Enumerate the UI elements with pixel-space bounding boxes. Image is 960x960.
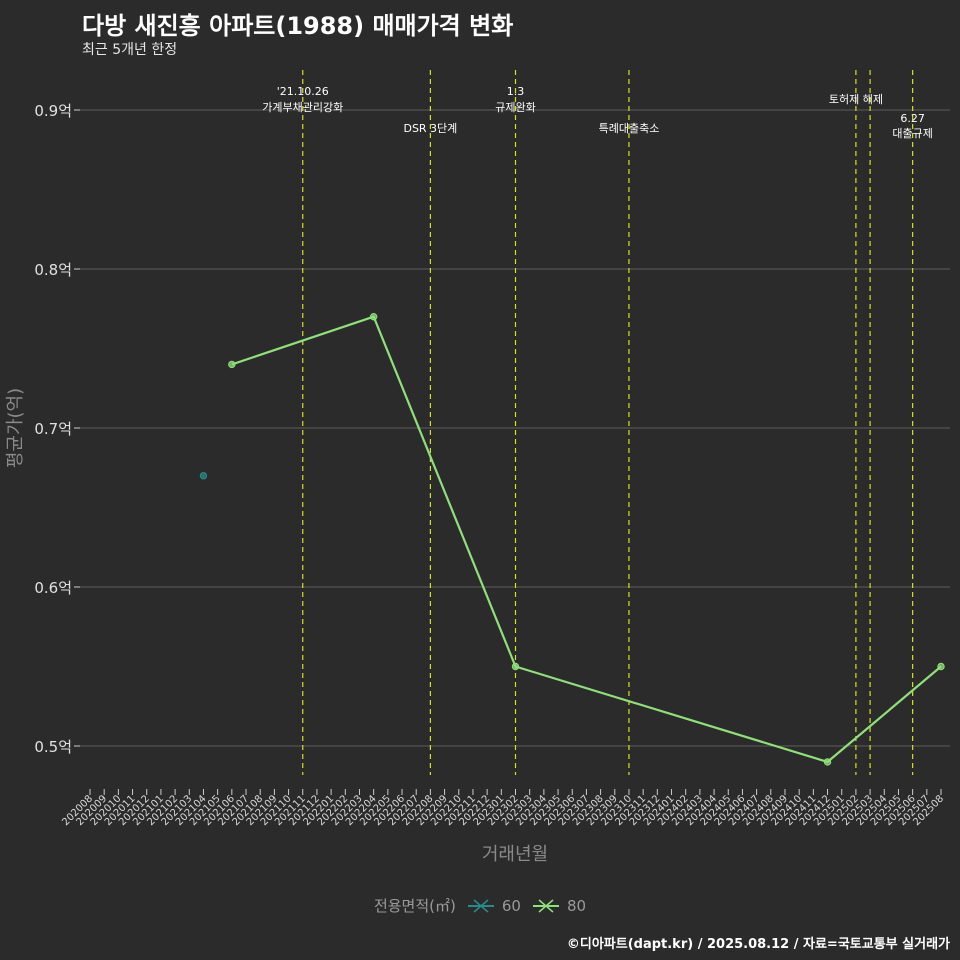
data-point-80 xyxy=(228,360,236,369)
y-tick-label: 0.9억 xyxy=(34,102,72,120)
y-tick-label: 0.8억 xyxy=(34,261,72,279)
y-tick-label: 0.5억 xyxy=(34,738,72,756)
event-label: '21.10.26 xyxy=(277,85,329,98)
data-point-80 xyxy=(937,662,945,671)
y-tick-label: 0.7억 xyxy=(34,420,72,438)
chart-subtitle: 최근 5개년 한정 xyxy=(82,42,178,58)
legend-key-80-icon xyxy=(532,898,559,913)
x-axis: 2020082020092020102020112020122021012021… xyxy=(60,789,946,828)
event-label: 대출규제 xyxy=(892,127,932,140)
series-layer xyxy=(199,313,945,766)
data-point-80 xyxy=(511,662,520,671)
legend-item-80[interactable]: 80 xyxy=(531,896,586,916)
event-label: 1.3 xyxy=(507,85,525,98)
y-axis-title: 평균가(억) xyxy=(5,388,26,468)
event-label: 가계부채관리강화 xyxy=(262,101,343,114)
legend-label-80: 80 xyxy=(566,896,587,915)
legend-title: 전용면적(㎡) xyxy=(373,897,456,915)
legend: 전용면적(㎡) 60 80 xyxy=(0,895,960,916)
legend-label-60: 60 xyxy=(501,896,521,915)
event-label: 특례대출축소 xyxy=(599,122,660,135)
event-label: DSR 3단계 xyxy=(403,122,457,135)
x-axis-title: 거래년월 xyxy=(482,844,548,865)
event-label: 6.27 xyxy=(900,112,925,125)
chart-title: 다방 새진흥 아파트(1988) 매매가격 변화 xyxy=(82,12,514,40)
series-line-80 xyxy=(231,315,942,764)
data-point-60 xyxy=(199,472,208,480)
data-point-80 xyxy=(369,313,378,321)
event-label: 토허제 해제 xyxy=(829,92,883,106)
y-axis: 0.5억 0.6억 0.7억 0.8억 0.9억 xyxy=(34,102,80,756)
y-tick-label: 0.6억 xyxy=(34,579,72,597)
event-label: 규제완화 xyxy=(495,101,535,114)
legend-item-60[interactable]: 60 xyxy=(466,896,521,916)
data-point-80 xyxy=(823,758,832,766)
source-caption: ©디아파트(dapt.kr) / 2025.08.12 / 자료=국토교통부 실… xyxy=(566,937,950,952)
legend-key-60-icon xyxy=(467,898,494,913)
